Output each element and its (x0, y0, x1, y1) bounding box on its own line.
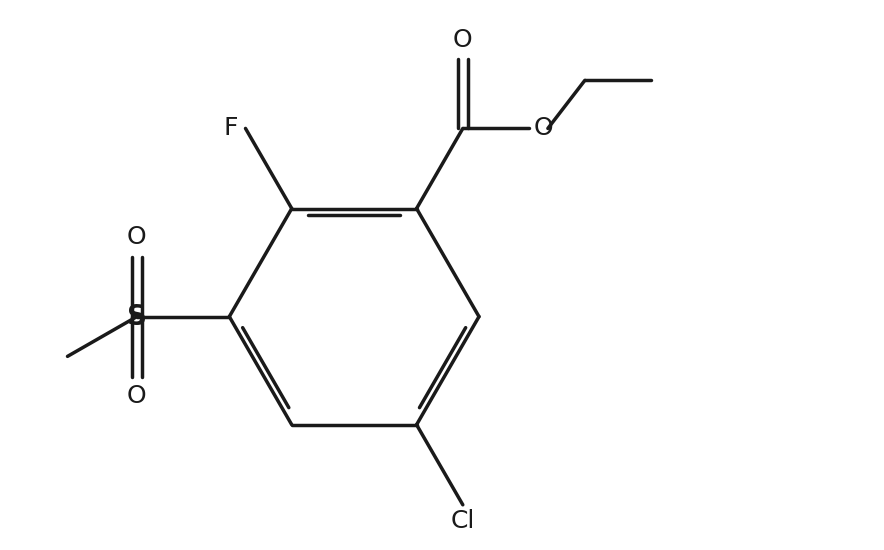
Text: Cl: Cl (451, 509, 475, 534)
Text: O: O (453, 28, 473, 52)
Text: O: O (127, 384, 147, 408)
Text: O: O (127, 225, 147, 249)
Text: S: S (127, 302, 147, 331)
Text: F: F (224, 117, 238, 140)
Text: O: O (534, 117, 553, 140)
